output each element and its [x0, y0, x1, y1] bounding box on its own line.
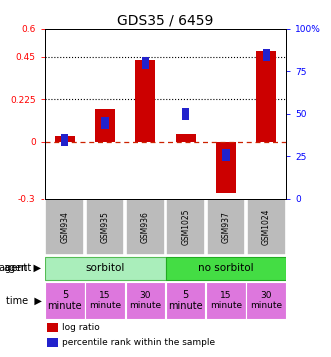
Bar [262, 49, 270, 61]
Bar [175, 134, 196, 142]
Bar [55, 136, 75, 142]
Text: GSM936: GSM936 [141, 211, 150, 243]
FancyBboxPatch shape [45, 257, 166, 280]
Bar [47, 323, 58, 332]
Bar [142, 57, 149, 69]
Bar [256, 51, 276, 142]
Bar [216, 142, 236, 193]
Bar [222, 149, 229, 161]
FancyBboxPatch shape [126, 199, 165, 255]
FancyBboxPatch shape [86, 199, 124, 255]
FancyBboxPatch shape [247, 199, 286, 255]
FancyBboxPatch shape [166, 257, 286, 280]
FancyBboxPatch shape [166, 282, 205, 319]
Bar [182, 109, 189, 120]
Text: 15
minute: 15 minute [89, 291, 121, 310]
Text: GSM1024: GSM1024 [262, 208, 271, 245]
Text: 15
minute: 15 minute [210, 291, 242, 310]
Text: agent  ▶: agent ▶ [0, 263, 41, 273]
Bar [102, 117, 109, 129]
Title: GDS35 / 6459: GDS35 / 6459 [117, 14, 214, 27]
Text: percentile rank within the sample: percentile rank within the sample [62, 338, 215, 347]
Text: GSM1025: GSM1025 [181, 208, 190, 245]
Text: 5
minute: 5 minute [48, 290, 82, 311]
Text: agent: agent [3, 263, 31, 273]
FancyBboxPatch shape [45, 282, 84, 319]
FancyBboxPatch shape [207, 199, 245, 255]
FancyBboxPatch shape [45, 199, 84, 255]
Text: sorbitol: sorbitol [85, 263, 125, 273]
FancyBboxPatch shape [85, 282, 125, 319]
Text: time  ▶: time ▶ [6, 296, 41, 306]
Text: log ratio: log ratio [62, 323, 99, 332]
Bar [95, 109, 115, 142]
FancyBboxPatch shape [126, 282, 165, 319]
Text: 30
minute: 30 minute [129, 291, 162, 310]
Bar [135, 60, 156, 142]
FancyBboxPatch shape [166, 199, 205, 255]
FancyBboxPatch shape [206, 282, 246, 319]
Bar [47, 338, 58, 347]
Bar [61, 134, 69, 146]
FancyBboxPatch shape [247, 282, 286, 319]
Text: no sorbitol: no sorbitol [198, 263, 254, 273]
Text: GSM934: GSM934 [60, 211, 69, 243]
Text: 5
minute: 5 minute [168, 290, 203, 311]
Text: 30
minute: 30 minute [250, 291, 282, 310]
Text: GSM935: GSM935 [101, 211, 110, 243]
Text: GSM937: GSM937 [221, 211, 230, 243]
